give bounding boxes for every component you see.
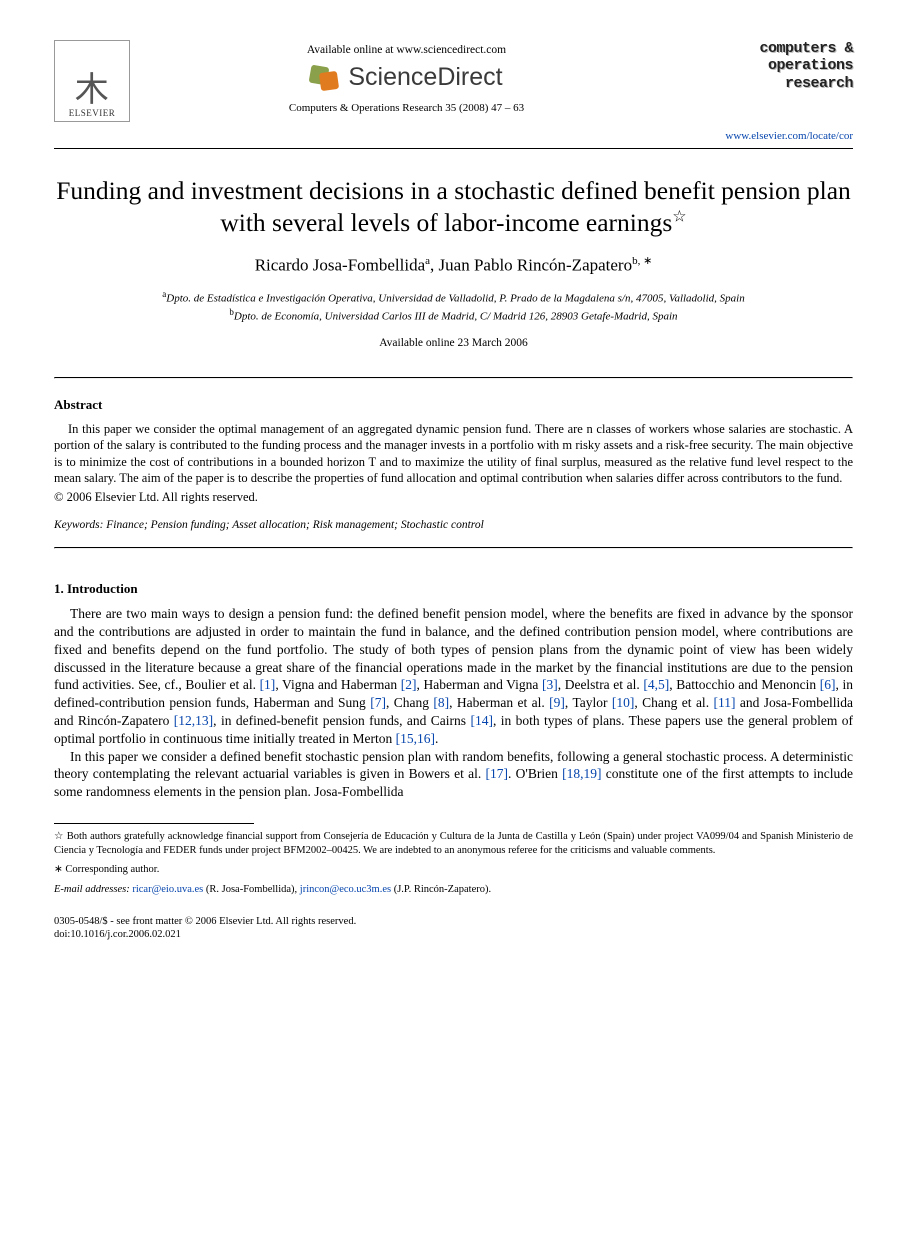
ref-12-13[interactable]: [12,13] <box>174 713 213 728</box>
footnote-emails: E-mail addresses: ricar@eio.uva.es (R. J… <box>54 883 853 897</box>
ref-2[interactable]: [2] <box>401 677 417 692</box>
title-footnote-star: ☆ <box>672 209 686 226</box>
section-1-p2: In this paper we consider a defined bene… <box>54 748 853 801</box>
elsevier-label: ELSEVIER <box>69 108 116 118</box>
abstract-copyright: © 2006 Elsevier Ltd. All rights reserved… <box>54 489 853 506</box>
keywords-label: Keywords: <box>54 519 103 531</box>
affiliation-b: Dpto. de Economía, Universidad Carlos II… <box>234 311 678 323</box>
affiliations: aDpto. de Estadística e Investigación Op… <box>54 288 853 325</box>
ref-7[interactable]: [7] <box>370 695 386 710</box>
journal-box: computers & operations research www.else… <box>683 40 853 142</box>
rule-top <box>54 377 853 379</box>
footnote-rule <box>54 823 254 824</box>
ref-4-5[interactable]: [4,5] <box>643 677 669 692</box>
authors-line: Ricardo Josa-Fombellidaa, Juan Pablo Rin… <box>54 254 853 276</box>
page-header: ⽊ ELSEVIER Available online at www.scien… <box>54 40 853 149</box>
author-1: Ricardo Josa-Fombellida <box>255 256 425 275</box>
section-1-body: There are two main ways to design a pens… <box>54 605 853 801</box>
elsevier-logo: ⽊ ELSEVIER <box>54 40 130 122</box>
header-center: Available online at www.sciencedirect.co… <box>130 40 683 114</box>
abstract-text: In this paper we consider the optimal ma… <box>54 421 853 487</box>
section-1-p1: There are two main ways to design a pens… <box>54 605 853 748</box>
keywords-line: Keywords: Finance; Pension funding; Asse… <box>54 519 853 531</box>
sciencedirect-logo: ScienceDirect <box>130 62 683 92</box>
author-2-affil: b, ∗ <box>632 255 652 267</box>
ref-15-16[interactable]: [15,16] <box>396 731 435 746</box>
ref-6[interactable]: [6] <box>820 677 836 692</box>
footnote-funding: ☆ Both authors gratefully acknowledge fi… <box>54 830 853 857</box>
abstract-body: In this paper we consider the optimal ma… <box>54 421 853 506</box>
ref-11[interactable]: [11] <box>713 695 735 710</box>
available-date: Available online 23 March 2006 <box>54 337 853 349</box>
ref-14[interactable]: [14] <box>470 713 493 728</box>
issn-line: 0305-0548/$ - see front matter © 2006 El… <box>54 915 853 929</box>
footnote-corresponding: ∗ Corresponding author. <box>54 863 853 877</box>
abstract-heading: Abstract <box>54 397 853 413</box>
author-1-affil: a <box>425 255 430 267</box>
rule-bottom <box>54 547 853 549</box>
journal-name: computers & operations research <box>683 40 853 92</box>
citation-line: Computers & Operations Research 35 (2008… <box>130 102 683 114</box>
ref-3[interactable]: [3] <box>542 677 558 692</box>
ref-17[interactable]: [17] <box>486 766 509 781</box>
article-title: Funding and investment decisions in a st… <box>54 175 853 240</box>
keywords-value: Finance; Pension funding; Asset allocati… <box>103 519 483 531</box>
email-label: E-mail addresses: <box>54 884 130 895</box>
sciencedirect-text: ScienceDirect <box>348 63 502 92</box>
sciencedirect-icon <box>310 62 340 92</box>
bottom-metadata: 0305-0548/$ - see front matter © 2006 El… <box>54 915 853 942</box>
journal-link[interactable]: www.elsevier.com/locate/cor <box>683 130 853 142</box>
affiliation-a: Dpto. de Estadística e Investigación Ope… <box>166 292 744 304</box>
email-author-1[interactable]: ricar@eio.uva.es <box>132 884 203 895</box>
ref-1[interactable]: [1] <box>260 677 276 692</box>
ref-9[interactable]: [9] <box>549 695 565 710</box>
section-1-heading: 1. Introduction <box>54 581 853 597</box>
email-author-2[interactable]: jrincon@eco.uc3m.es <box>300 884 391 895</box>
available-online-text: Available online at www.sciencedirect.co… <box>130 44 683 56</box>
doi-line: doi:10.1016/j.cor.2006.02.021 <box>54 928 853 942</box>
author-2: Juan Pablo Rincón-Zapatero <box>439 256 633 275</box>
elsevier-tree-icon: ⽊ <box>75 74 110 108</box>
ref-8[interactable]: [8] <box>433 695 449 710</box>
ref-18-19[interactable]: [18,19] <box>562 766 601 781</box>
ref-10[interactable]: [10] <box>612 695 635 710</box>
